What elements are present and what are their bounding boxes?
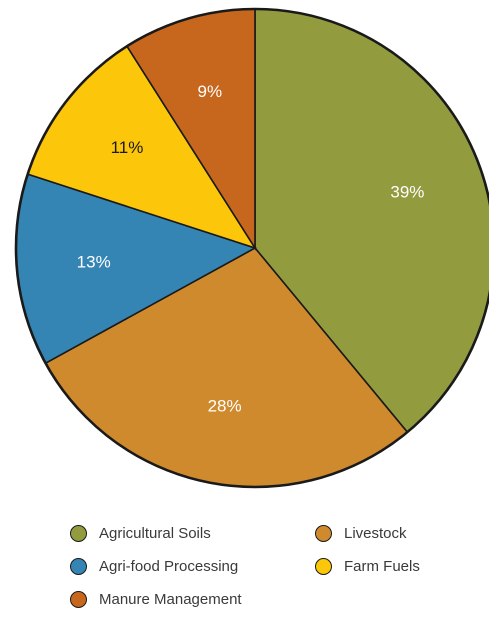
legend-item-manure-management: Manure Management — [70, 588, 242, 610]
pie-outline — [14, 7, 489, 489]
legend-item-agricultural-soils: Agricultural Soils — [70, 522, 211, 544]
legend-swatch-manure-management — [70, 590, 87, 608]
legend-label: Manure Management — [99, 590, 242, 608]
legend-label: Agricultural Soils — [99, 524, 211, 542]
legend-label: Agri-food Processing — [99, 557, 239, 575]
data-label-livestock: 28% — [208, 397, 242, 416]
legend-label: Livestock — [344, 524, 407, 542]
legend-item-farm-fuels: Farm Fuels — [315, 555, 420, 577]
data-label-manure-management: 9% — [198, 82, 223, 101]
data-label-agri-food-processing: 13% — [77, 253, 111, 272]
pie-slices — [15, 8, 489, 488]
pie-data-labels: 39% 28% 13% 11% 9% — [77, 82, 425, 416]
legend-swatch-agricultural-soils — [70, 524, 87, 542]
legend-label: Farm Fuels — [344, 557, 420, 575]
data-label-farm-fuels: 11% — [111, 138, 144, 157]
legend-swatch-livestock — [315, 524, 332, 542]
legend-swatch-agri-food-processing — [70, 557, 87, 575]
legend-item-agri-food-processing: Agri-food Processing — [70, 555, 238, 577]
data-label-agricultural-soils: 39% — [390, 183, 424, 202]
legend-item-livestock: Livestock — [315, 522, 407, 544]
legend-swatch-farm-fuels — [315, 557, 332, 575]
